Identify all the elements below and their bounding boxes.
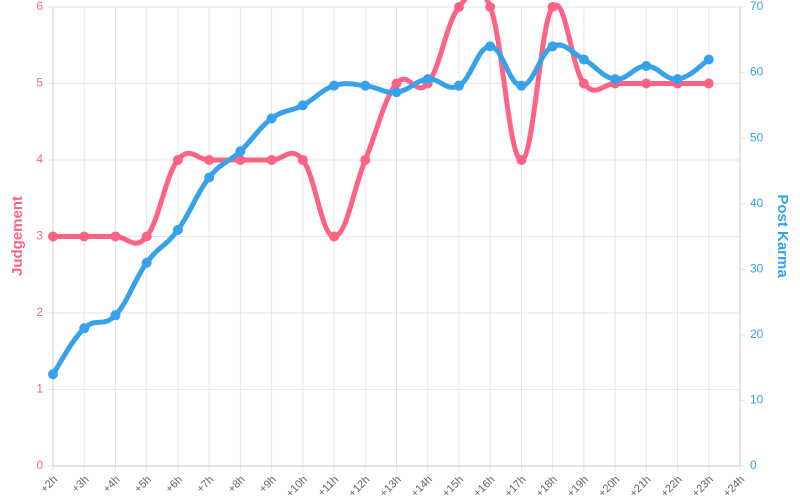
x-tick-label: +19h [565,474,591,500]
data-point [204,155,215,165]
y2-tick-label: 50 [750,130,764,144]
x-tick-label: +24h [721,474,747,500]
data-point [204,172,215,183]
x-tick-label: +17h [503,474,529,500]
data-point [453,2,464,12]
y-tick-label: 4 [36,152,43,166]
y2-tick-label: 40 [750,196,764,210]
x-tick-label: +10h [284,474,310,500]
data-point [547,41,558,52]
data-point [266,113,277,124]
y-tick-label: 5 [36,76,43,90]
x-tick-label: +15h [440,474,466,500]
x-tick-label: +12h [346,474,372,500]
data-point [297,100,308,111]
data-point [391,78,402,89]
data-point [235,146,246,157]
data-point [516,155,527,165]
x-tick-label: +4h [101,474,123,496]
x-tick-label: +11h [316,474,341,499]
x-tick-label: +16h [471,474,497,500]
x-tick-label: +13h [378,474,404,500]
data-point [578,78,589,89]
data-point [329,80,340,91]
data-point [48,231,58,242]
data-point [297,155,308,165]
x-tick-label: +18h [534,474,560,500]
x-tick-label: +2h [38,474,60,496]
data-point [641,61,652,72]
data-point [641,78,652,89]
series-line [53,0,709,246]
data-point [172,155,183,165]
x-tick-label: +8h [226,474,248,496]
y-tick-label: 1 [36,382,43,396]
data-point [48,369,58,380]
data-point [610,74,621,85]
x-tick-label: +14h [409,474,435,500]
x-tick-label: +5h [132,474,154,496]
data-point [329,231,340,242]
data-point [141,231,152,242]
x-tick-label: +7h [195,474,217,496]
y2-tick-label: 20 [750,327,764,341]
x-tick-label: +21h [627,474,653,500]
data-point [79,323,90,334]
data-point [110,231,121,242]
data-point [516,80,527,91]
y2-tick-label: 30 [750,261,764,275]
data-point [578,54,589,65]
x-tick-label: +23h [690,474,716,500]
x-tick-label: +20h [596,474,622,500]
y-tick-label: 2 [36,305,43,319]
y2-tick-label: 10 [750,393,764,407]
x-tick-label: +9h [257,474,279,496]
y-tick-label: 6 [36,0,43,13]
data-point [110,310,121,321]
data-point [485,2,496,12]
x-tick-label: +22h [659,474,685,500]
x-tick-label: +6h [163,474,185,496]
data-point [360,155,371,165]
data-point [703,78,714,89]
y-tick-label: 3 [36,229,43,243]
y2-tick-label: 60 [750,65,764,79]
x-tick-label: +3h [70,474,92,496]
data-point [235,155,246,165]
data-point [672,74,683,85]
y-tick-label: 0 [36,458,43,472]
data-point [703,54,714,65]
data-point [422,74,433,85]
y-axis-title: Judgement [9,196,26,276]
y2-axis-title: Post Karma [774,194,791,278]
data-point [266,155,277,165]
data-point [485,41,496,52]
data-point [391,87,402,98]
data-point [141,257,152,268]
series-line [50,42,711,376]
data-point [172,224,183,235]
data-point [547,2,558,12]
y2-tick-label: 0 [750,458,757,472]
y2-tick-label: 70 [750,0,764,13]
data-point [79,231,90,242]
data-point [360,80,371,91]
data-point [453,80,464,91]
